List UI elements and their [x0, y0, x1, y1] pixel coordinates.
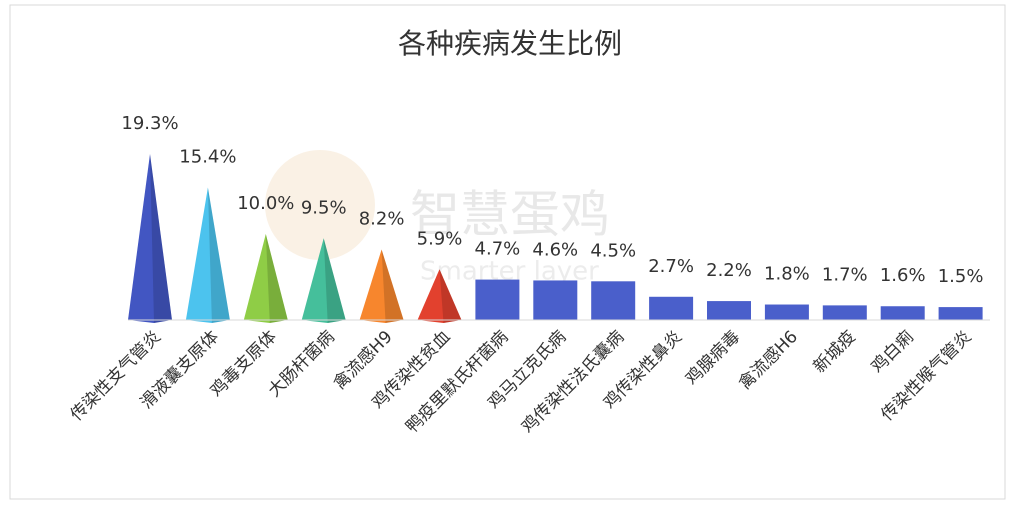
pyramid-shade	[150, 154, 172, 323]
value-label: 8.2%	[359, 208, 405, 229]
value-label: 4.5%	[590, 240, 636, 261]
chart-frame	[9, 4, 1006, 500]
pyramid-bar	[417, 269, 462, 323]
pyramid-bar	[359, 249, 404, 323]
pyramid-bar	[243, 234, 288, 323]
value-label: 2.2%	[706, 260, 752, 281]
pyramid-bar	[301, 238, 346, 323]
bar	[707, 301, 751, 320]
value-label: 15.4%	[179, 147, 236, 168]
value-label: 4.6%	[532, 239, 578, 260]
pyramid-shade	[207, 187, 230, 323]
pyramid-shade	[323, 238, 346, 323]
value-label: 1.5%	[938, 266, 984, 287]
value-label: 9.5%	[301, 197, 347, 218]
bar	[475, 279, 520, 320]
bar	[649, 296, 694, 320]
value-label: 1.7%	[822, 264, 868, 285]
pyramid-shade	[265, 234, 288, 323]
pyramid-shade	[381, 249, 404, 323]
pyramid-shade	[439, 269, 462, 323]
chart-title: 各种疾病发生比例	[398, 27, 622, 60]
value-label: 4.7%	[475, 239, 521, 260]
bar	[591, 281, 636, 320]
pyramid-bar	[185, 187, 230, 323]
value-label: 5.9%	[417, 228, 463, 249]
value-label: 1.8%	[764, 264, 810, 285]
bar	[764, 304, 809, 320]
value-label: 1.6%	[880, 265, 926, 286]
value-label: 2.7%	[648, 256, 694, 277]
value-label: 19.3%	[121, 113, 178, 134]
value-label: 10.0%	[237, 193, 294, 214]
pyramid-bar	[128, 154, 172, 323]
bar	[822, 305, 867, 320]
watermark-text: 智慧蛋鸡	[410, 186, 610, 244]
bar	[938, 307, 983, 320]
bar	[533, 280, 578, 320]
watermark-logo	[265, 150, 375, 260]
bar	[880, 306, 925, 320]
